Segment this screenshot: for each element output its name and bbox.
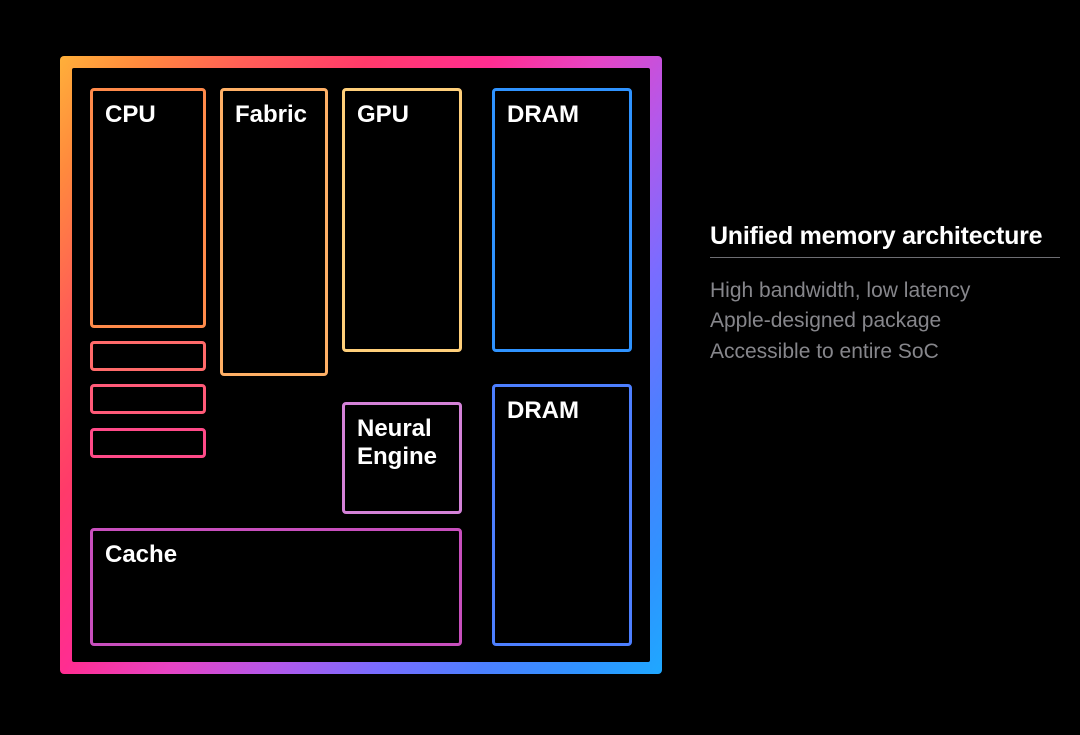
sidebar-text: Unified memory architecture High bandwid… xyxy=(710,222,1060,367)
feature-line-0: High bandwidth, low latency xyxy=(710,276,1060,306)
block-slot1 xyxy=(90,341,206,371)
block-label-neural: Neural Engine xyxy=(357,415,437,470)
feature-list: High bandwidth, low latencyApple-designe… xyxy=(710,276,1060,367)
block-label-dram2: DRAM xyxy=(507,397,579,424)
block-label-fabric: Fabric xyxy=(235,101,307,128)
chip-diagram: CPU Fabric GPU DRAM Neural Engine DRAM Cache xyxy=(60,56,662,674)
block-label-gpu: GPU xyxy=(357,101,409,128)
chip-gradient-frame: CPU Fabric GPU DRAM Neural Engine DRAM Cache xyxy=(60,56,662,674)
block-cpu: CPU xyxy=(90,88,206,328)
block-slot2 xyxy=(90,384,206,414)
block-neural: Neural Engine xyxy=(342,402,462,514)
divider xyxy=(710,257,1060,258)
heading-unified-memory: Unified memory architecture xyxy=(710,222,1060,251)
block-label-cache: Cache xyxy=(105,541,177,568)
block-cache: Cache xyxy=(90,528,462,646)
feature-line-1: Apple-designed package xyxy=(710,306,1060,336)
block-label-cpu: CPU xyxy=(105,101,156,128)
feature-line-2: Accessible to entire SoC xyxy=(710,337,1060,367)
block-gpu: GPU xyxy=(342,88,462,352)
block-dram1: DRAM xyxy=(492,88,632,352)
block-label-dram1: DRAM xyxy=(507,101,579,128)
chip-interior: CPU Fabric GPU DRAM Neural Engine DRAM Cache xyxy=(72,68,650,662)
block-slot3 xyxy=(90,428,206,458)
block-fabric: Fabric xyxy=(220,88,328,376)
block-dram2: DRAM xyxy=(492,384,632,646)
